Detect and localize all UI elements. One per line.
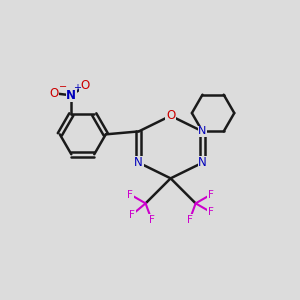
Text: F: F xyxy=(129,210,135,220)
Text: N: N xyxy=(198,126,207,136)
Text: O: O xyxy=(166,109,175,122)
Text: F: F xyxy=(208,207,214,217)
Text: O: O xyxy=(49,87,58,101)
Text: N: N xyxy=(198,156,207,169)
Text: N: N xyxy=(66,89,76,102)
Text: F: F xyxy=(208,190,214,200)
Text: N: N xyxy=(134,156,143,169)
Text: +: + xyxy=(73,83,81,93)
Text: F: F xyxy=(187,215,193,225)
Text: −: − xyxy=(59,82,67,92)
Text: F: F xyxy=(149,215,155,225)
Text: F: F xyxy=(127,190,133,200)
Text: O: O xyxy=(80,79,89,92)
